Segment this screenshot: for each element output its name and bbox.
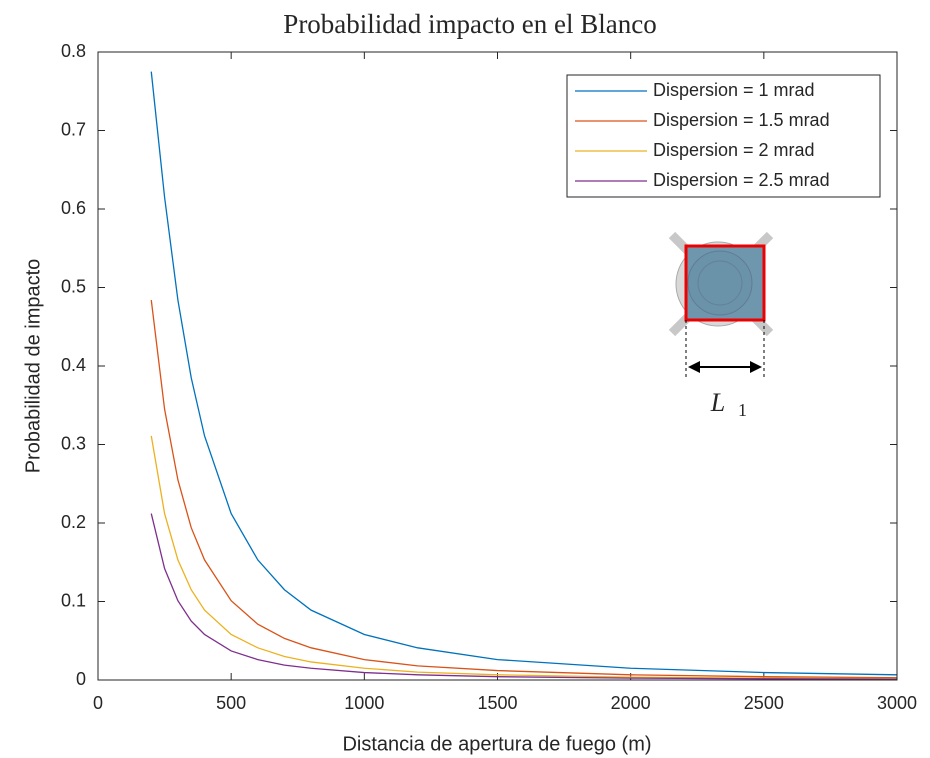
series-line (150, 513, 898, 680)
x-tick-label: 500 (216, 693, 246, 713)
legend-label: Dispersion = 1 mrad (653, 80, 815, 100)
x-tick-label: 0 (93, 693, 103, 713)
diagram-circle (687, 250, 753, 316)
series-line (150, 71, 898, 676)
y-tick-label: 0.2 (61, 512, 86, 532)
y-tick-label: 0 (76, 669, 86, 689)
plot-frame (97, 51, 898, 681)
diagram-circle (697, 260, 743, 306)
annotation-subscript: 1 (738, 400, 747, 420)
x-axis-label: Distancia de apertura de fuego (m) (342, 733, 651, 755)
chart-title: Probabilidad impacto en el Blanco (283, 9, 656, 39)
series-line (150, 299, 898, 679)
y-tick-label: 0.8 (61, 41, 86, 61)
legend-label: Dispersion = 1.5 mrad (653, 110, 830, 130)
x-tick-label: 1000 (344, 693, 384, 713)
target-diagram: L 1 (668, 231, 774, 420)
legend-label: Dispersion = 2.5 mrad (653, 170, 830, 190)
y-tick-label: 0.7 (61, 119, 86, 139)
x-tick-label: 2000 (611, 693, 651, 713)
annotation: L (710, 388, 725, 417)
y-tick-label: 0.3 (61, 433, 86, 453)
y-tick-label: 0.6 (61, 198, 86, 218)
series-line (150, 435, 898, 680)
x-tick-label: 1500 (477, 693, 517, 713)
y-tick-label: 0.5 (61, 276, 86, 296)
x-tick-label: 3000 (877, 693, 917, 713)
x-tick-label: 2500 (744, 693, 784, 713)
legend-label: Dispersion = 2 mrad (653, 140, 815, 160)
y-tick-label: 0.1 (61, 590, 86, 610)
y-axis-label: Probabilidad de impacto (22, 259, 44, 474)
legend-box (566, 74, 881, 198)
y-tick-label: 0.4 (61, 355, 86, 375)
